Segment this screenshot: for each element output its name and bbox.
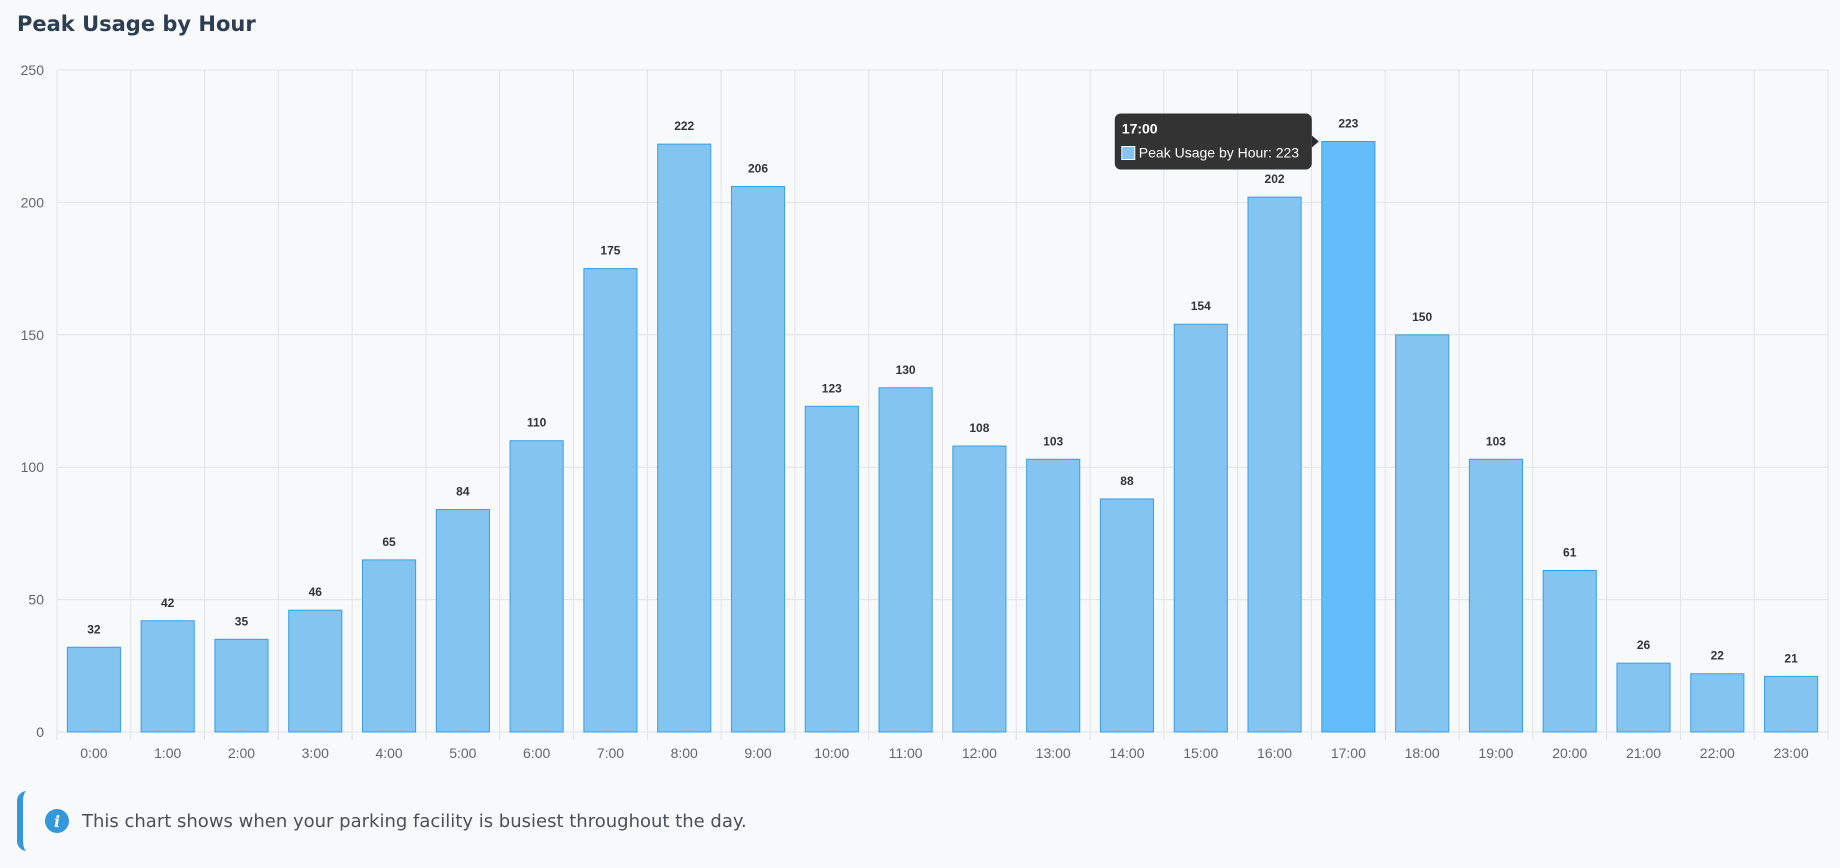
bar-22:00[interactable] [1690, 673, 1745, 733]
bar-20:00[interactable] [1542, 569, 1597, 733]
tooltip-label: Peak Usage by Hour: 223 [1139, 144, 1300, 160]
chart-bars [66, 140, 1819, 733]
data-label: 150 [1412, 310, 1432, 324]
x-tick-label: 2:00 [228, 745, 255, 761]
info-icon: i [45, 809, 69, 833]
x-tick-label: 21:00 [1626, 745, 1661, 761]
x-tick-label: 17:00 [1331, 745, 1366, 761]
x-tick-label: 12:00 [962, 745, 997, 761]
data-label: 202 [1265, 172, 1285, 186]
bar-9:00[interactable] [730, 186, 786, 733]
y-tick-label: 0 [36, 724, 44, 740]
data-label: 21 [1784, 651, 1798, 665]
data-label: 175 [600, 244, 620, 258]
x-tick-label: 23:00 [1774, 745, 1809, 761]
bar-17:00[interactable] [1321, 140, 1376, 733]
x-tick-label: 11:00 [889, 745, 923, 761]
bar-0:00[interactable] [66, 646, 121, 733]
data-label: 26 [1637, 638, 1651, 652]
bar-3:00[interactable] [288, 609, 343, 733]
bar-21:00[interactable] [1616, 662, 1671, 733]
bar-4:00[interactable] [361, 559, 417, 733]
x-tick-label: 19:00 [1478, 745, 1513, 761]
y-tick-label: 50 [28, 592, 44, 608]
data-label: 88 [1120, 474, 1134, 488]
x-tick-label: 1:00 [154, 745, 181, 761]
x-tick-label: 9:00 [744, 745, 771, 761]
bar-11:00[interactable] [878, 387, 933, 733]
data-label: 32 [87, 622, 101, 636]
peak-usage-bar-chart[interactable]: 32 42 35 46 65 84 110 175 222 206 123 130 108 103 88 15… [0, 0, 1840, 780]
bar-15:00[interactable] [1173, 323, 1228, 733]
bar-18:00[interactable] [1395, 334, 1450, 733]
data-label: 61 [1563, 545, 1577, 559]
bar-14:00[interactable] [1099, 498, 1155, 733]
x-tick-label: 4:00 [375, 745, 402, 761]
data-label: 84 [456, 485, 470, 499]
data-label: 35 [235, 614, 249, 628]
tooltip-swatch [1121, 145, 1136, 160]
bar-12:00[interactable] [952, 445, 1007, 733]
data-label: 222 [674, 119, 694, 133]
x-tick-label: 6:00 [523, 745, 550, 761]
data-label: 130 [896, 363, 916, 377]
data-label: 110 [527, 416, 547, 430]
data-label: 154 [1191, 299, 1211, 313]
tooltip-box [1114, 113, 1312, 170]
x-tick-label: 10:00 [814, 745, 849, 761]
y-tick-label: 250 [21, 62, 45, 78]
x-tick-label: 22:00 [1700, 745, 1735, 761]
page-title: Peak Usage by Hour [17, 12, 256, 36]
info-note: i This chart shows when your parking fac… [17, 791, 1017, 851]
bar-23:00[interactable] [1764, 675, 1819, 733]
chart-grid [56, 69, 1829, 740]
x-tick-label: 5:00 [449, 745, 476, 761]
data-label: 103 [1486, 434, 1506, 448]
bar-5:00[interactable] [435, 509, 490, 733]
chart-data-labels: 32 42 35 46 65 84 110 175 222 206 123 130 108 103 88 15… [87, 116, 1798, 665]
x-tick-label: 3:00 [302, 745, 329, 761]
data-label: 65 [382, 535, 396, 549]
data-label: 22 [1711, 649, 1725, 663]
y-tick-label: 200 [21, 194, 45, 210]
bar-6:00[interactable] [509, 440, 564, 733]
data-label: 108 [969, 421, 989, 435]
bar-2:00[interactable] [214, 638, 269, 733]
tooltip-title: 17:00 [1122, 120, 1158, 136]
x-tick-label: 7:00 [597, 745, 624, 761]
bar-16:00[interactable] [1247, 196, 1302, 733]
bar-13:00[interactable] [1026, 458, 1081, 733]
data-label: 223 [1338, 116, 1358, 130]
x-tick-label: 13:00 [1036, 745, 1071, 761]
data-label: 42 [161, 596, 175, 610]
bar-19:00[interactable] [1468, 458, 1524, 733]
info-text: This chart shows when your parking facil… [82, 810, 747, 832]
data-label: 206 [748, 162, 768, 176]
data-label: 123 [822, 381, 842, 395]
bar-10:00[interactable] [804, 405, 859, 733]
bar-1:00[interactable] [140, 620, 195, 733]
bar-7:00[interactable] [583, 268, 638, 733]
y-tick-label: 100 [21, 459, 45, 475]
data-label: 46 [309, 585, 323, 599]
tooltip-caret [1311, 135, 1319, 148]
data-label: 103 [1043, 434, 1063, 448]
y-tick-label: 150 [21, 327, 45, 343]
chart-axes: 0 50 100 150 200 250 0:00 1:00 2:00 3:00 4:00 5:00 6… [21, 62, 1809, 761]
x-tick-label: 18:00 [1405, 745, 1440, 761]
bar-8:00[interactable] [657, 143, 712, 733]
x-tick-label: 15:00 [1183, 745, 1218, 761]
x-tick-label: 0:00 [80, 745, 107, 761]
x-tick-label: 20:00 [1552, 745, 1587, 761]
x-tick-label: 16:00 [1257, 745, 1292, 761]
x-tick-label: 14:00 [1109, 745, 1144, 761]
chart-tooltip: 17:00 Peak Usage by Hour: 223 [1114, 113, 1319, 170]
x-tick-label: 8:00 [671, 745, 698, 761]
